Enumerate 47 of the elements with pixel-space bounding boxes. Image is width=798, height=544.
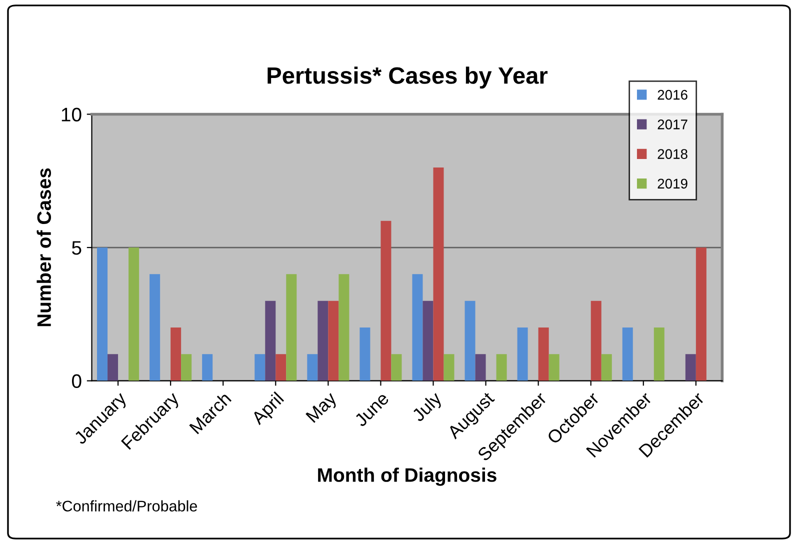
y-tick-label: 0	[72, 374, 82, 388]
bar	[654, 327, 664, 381]
bar	[265, 300, 276, 381]
bar	[412, 274, 423, 381]
bar	[422, 300, 434, 381]
x-tick-label: May	[306, 391, 340, 426]
bar	[202, 354, 213, 381]
y-tick-label: 10	[62, 108, 82, 122]
bar	[108, 354, 118, 381]
bar	[517, 327, 528, 381]
chart-title: Pertussis* Cases by Year	[268, 66, 548, 89]
bar	[97, 248, 108, 381]
bar	[601, 354, 612, 381]
bar	[444, 354, 454, 381]
y-axis-title: Number of Cases	[36, 168, 52, 326]
bar	[328, 300, 339, 381]
bar	[128, 248, 140, 381]
text: *Confirmed/Probable	[56, 500, 197, 512]
bar	[286, 274, 297, 381]
legend-label: 2019	[658, 178, 688, 189]
bar	[307, 354, 318, 381]
bar	[548, 354, 560, 381]
bar	[685, 354, 696, 381]
x-tick-label: July	[410, 390, 446, 425]
x-axis-title: Month of Diagnosis	[318, 468, 496, 486]
bar	[380, 220, 392, 381]
legend-label: 2017	[658, 120, 688, 130]
bar	[391, 354, 402, 381]
legend-label: 2018	[658, 149, 688, 159]
bar	[338, 274, 350, 381]
bar	[150, 274, 160, 381]
bar	[496, 354, 507, 381]
bar	[170, 327, 182, 381]
bar	[360, 327, 370, 381]
bar	[622, 327, 633, 381]
bar	[181, 354, 192, 381]
bar	[276, 354, 286, 381]
bar	[696, 248, 706, 381]
bar	[464, 300, 476, 381]
bar	[475, 354, 486, 381]
bar	[254, 354, 266, 381]
bar	[590, 300, 602, 381]
bar	[318, 300, 328, 381]
bar	[433, 168, 444, 381]
bar	[538, 327, 549, 381]
legend-label: 2016	[658, 90, 688, 100]
y-tick-label: 5	[72, 241, 82, 255]
